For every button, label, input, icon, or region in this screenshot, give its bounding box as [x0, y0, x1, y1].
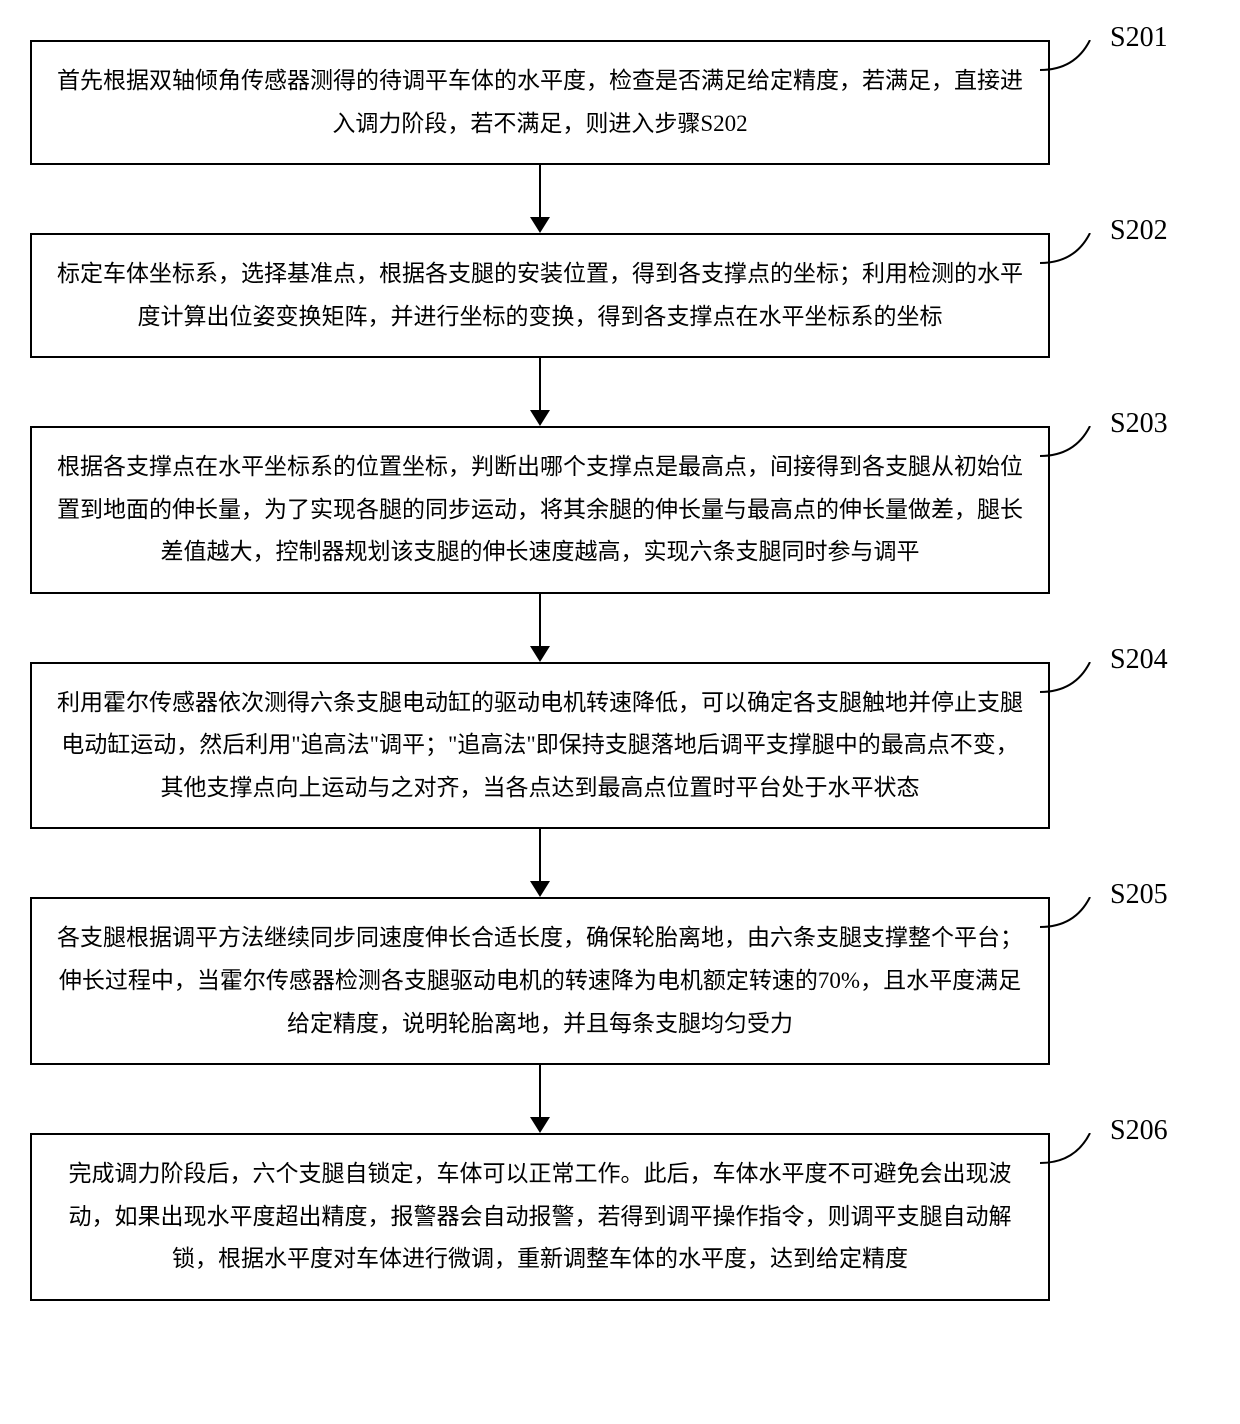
flow-arrow [30, 829, 1050, 897]
step-box-s201: 首先根据双轴倾角传感器测得的待调平车体的水平度，检查是否满足给定精度，若满足，直… [30, 40, 1050, 165]
step-text: 首先根据双轴倾角传感器测得的待调平车体的水平度，检查是否满足给定精度，若满足，直… [54, 60, 1026, 145]
arrow-line-icon [539, 165, 541, 219]
arrow-head-icon [530, 646, 550, 662]
arrow-line-icon [539, 594, 541, 648]
arrow-line-icon [539, 829, 541, 883]
bracket-connector-icon [1040, 662, 1110, 702]
step-text: 根据各支撑点在水平坐标系的位置坐标，判断出哪个支撑点是最高点，间接得到各支腿从初… [54, 446, 1026, 574]
step-text: 利用霍尔传感器依次测得六条支腿电动缸的驱动电机转速降低，可以确定各支腿触地并停止… [54, 682, 1026, 810]
arrow-row [30, 829, 1210, 897]
flow-step: 各支腿根据调平方法继续同步同速度伸长合适长度，确保轮胎离地，由六条支腿支撑整个平… [30, 897, 1210, 1065]
flow-step: 根据各支撑点在水平坐标系的位置坐标，判断出哪个支撑点是最高点，间接得到各支腿从初… [30, 426, 1210, 594]
step-label: S203 [1110, 408, 1168, 440]
step-box-s203: 根据各支撑点在水平坐标系的位置坐标，判断出哪个支撑点是最高点，间接得到各支腿从初… [30, 426, 1050, 594]
bracket-connector-icon [1040, 897, 1110, 937]
flow-arrow [30, 165, 1050, 233]
step-label: S202 [1110, 215, 1168, 247]
flow-step: 完成调力阶段后，六个支腿自锁定，车体可以正常工作。此后，车体水平度不可避免会出现… [30, 1133, 1210, 1301]
flow-arrow [30, 358, 1050, 426]
flowchart-container: 首先根据双轴倾角传感器测得的待调平车体的水平度，检查是否满足给定精度，若满足，直… [30, 40, 1210, 1301]
step-label: S204 [1110, 644, 1168, 676]
arrow-row [30, 594, 1210, 662]
arrow-row [30, 1065, 1210, 1133]
bracket-connector-icon [1040, 1133, 1110, 1173]
arrow-line-icon [539, 1065, 541, 1119]
arrow-head-icon [530, 217, 550, 233]
arrow-row [30, 165, 1210, 233]
arrow-row [30, 358, 1210, 426]
step-label: S201 [1110, 22, 1168, 54]
arrow-line-icon [539, 358, 541, 412]
step-label: S206 [1110, 1115, 1168, 1147]
bracket-connector-icon [1040, 233, 1110, 273]
flow-arrow [30, 594, 1050, 662]
flow-step: 首先根据双轴倾角传感器测得的待调平车体的水平度，检查是否满足给定精度，若满足，直… [30, 40, 1210, 165]
step-text: 完成调力阶段后，六个支腿自锁定，车体可以正常工作。此后，车体水平度不可避免会出现… [54, 1153, 1026, 1281]
step-box-s202: 标定车体坐标系，选择基准点，根据各支腿的安装位置，得到各支撑点的坐标；利用检测的… [30, 233, 1050, 358]
arrow-head-icon [530, 410, 550, 426]
flow-step: 标定车体坐标系，选择基准点，根据各支腿的安装位置，得到各支撑点的坐标；利用检测的… [30, 233, 1210, 358]
bracket-connector-icon [1040, 426, 1110, 466]
step-box-s206: 完成调力阶段后，六个支腿自锁定，车体可以正常工作。此后，车体水平度不可避免会出现… [30, 1133, 1050, 1301]
arrow-head-icon [530, 1117, 550, 1133]
bracket-connector-icon [1040, 40, 1110, 80]
step-text: 各支腿根据调平方法继续同步同速度伸长合适长度，确保轮胎离地，由六条支腿支撑整个平… [54, 917, 1026, 1045]
step-text: 标定车体坐标系，选择基准点，根据各支腿的安装位置，得到各支撑点的坐标；利用检测的… [54, 253, 1026, 338]
flow-step: 利用霍尔传感器依次测得六条支腿电动缸的驱动电机转速降低，可以确定各支腿触地并停止… [30, 662, 1210, 830]
flow-arrow [30, 1065, 1050, 1133]
arrow-head-icon [530, 881, 550, 897]
step-box-s204: 利用霍尔传感器依次测得六条支腿电动缸的驱动电机转速降低，可以确定各支腿触地并停止… [30, 662, 1050, 830]
step-box-s205: 各支腿根据调平方法继续同步同速度伸长合适长度，确保轮胎离地，由六条支腿支撑整个平… [30, 897, 1050, 1065]
step-label: S205 [1110, 879, 1168, 911]
